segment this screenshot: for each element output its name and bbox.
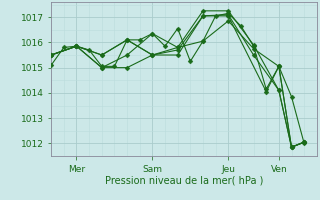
X-axis label: Pression niveau de la mer( hPa ): Pression niveau de la mer( hPa ): [105, 175, 263, 185]
